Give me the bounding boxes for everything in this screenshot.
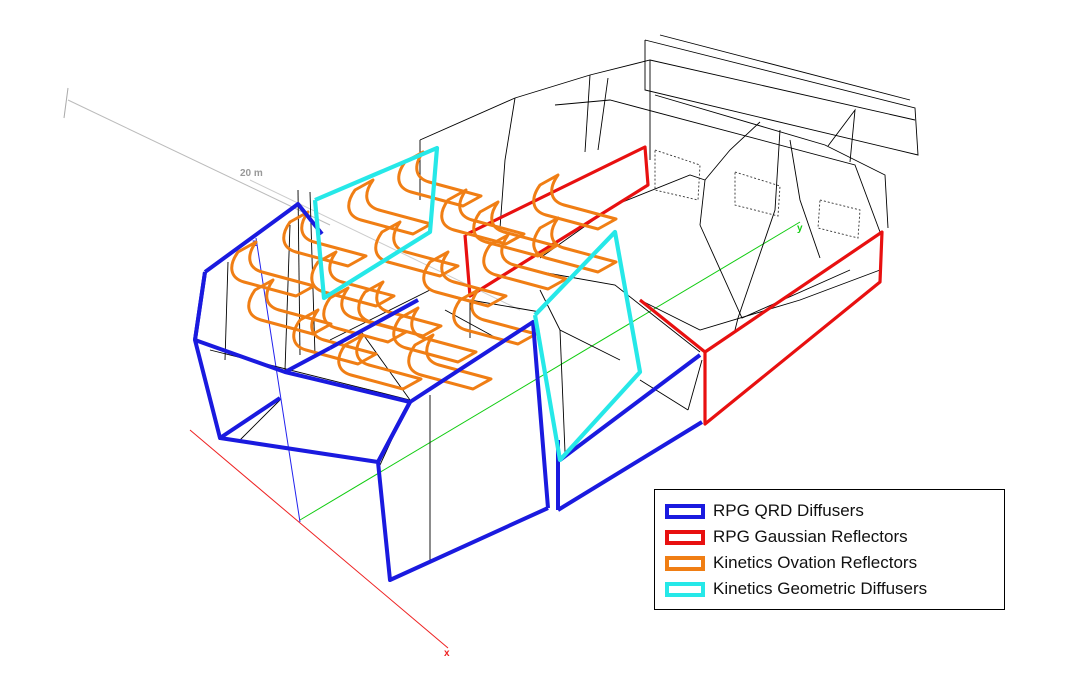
legend-item-qrd-diffusers: RPG QRD Diffusers — [665, 498, 1004, 524]
ovation-reflector-panel — [440, 188, 526, 246]
ovation-reflector-panel — [347, 178, 433, 236]
legend-item-ovation-reflectors: Kinetics Ovation Reflectors — [665, 550, 1004, 576]
ovation-reflector-panel — [374, 220, 460, 278]
legend-label: RPG Gaussian Reflectors — [713, 527, 908, 546]
legend-item-geometric-diffusers: Kinetics Geometric Diffusers — [665, 576, 1004, 602]
ovation-reflector-panel — [407, 333, 493, 391]
rpg-gaussian-reflectors — [463, 145, 884, 426]
ovation-reflector-panel — [472, 200, 558, 258]
ovation-reflector-panel — [322, 286, 408, 344]
legend: RPG QRD Diffusers RPG Gaussian Reflector… — [654, 489, 1005, 610]
x-axis-label: x — [444, 648, 450, 659]
ovation-reflector-panel — [337, 333, 423, 391]
ovation-reflector-panel — [310, 250, 396, 308]
coordinate-axes: x y z — [189, 221, 803, 659]
y-axis-line — [299, 221, 801, 521]
legend-label: Kinetics Geometric Diffusers — [713, 579, 928, 598]
ovation-reflector-panel — [532, 173, 618, 231]
legend-swatch — [665, 555, 705, 571]
legend-label: RPG QRD Diffusers — [713, 501, 864, 520]
legend-label: Kinetics Ovation Reflectors — [713, 553, 918, 572]
ovation-reflector-panel — [397, 150, 483, 208]
legend-swatch — [665, 503, 705, 519]
kinetics-ovation-reflectors — [230, 150, 618, 391]
ovation-reflector-panel — [422, 250, 508, 308]
room-wireframe — [209, 34, 919, 560]
ovation-reflector-panel — [247, 278, 333, 336]
ovation-reflector-panel — [392, 306, 478, 364]
y-axis-label: y — [797, 223, 803, 234]
ovation-reflector-panel — [230, 240, 316, 298]
scale-label: 20 m — [240, 168, 263, 179]
legend-item-gaussian-reflectors: RPG Gaussian Reflectors — [665, 524, 1004, 550]
ovation-reflector-panel — [282, 210, 368, 268]
legend-swatch — [665, 581, 705, 597]
kinetics-geometric-diffusers — [312, 145, 643, 463]
rpg-qrd-diffusers — [193, 202, 704, 582]
ovation-reflector-panel — [532, 216, 618, 274]
ovation-reflector-panel — [452, 288, 538, 346]
ovation-reflector-panel — [292, 308, 378, 366]
legend-swatch — [665, 529, 705, 545]
ovation-reflector-panel — [357, 280, 443, 338]
ovation-reflector-panel — [482, 233, 568, 291]
x-axis-line — [189, 429, 449, 649]
